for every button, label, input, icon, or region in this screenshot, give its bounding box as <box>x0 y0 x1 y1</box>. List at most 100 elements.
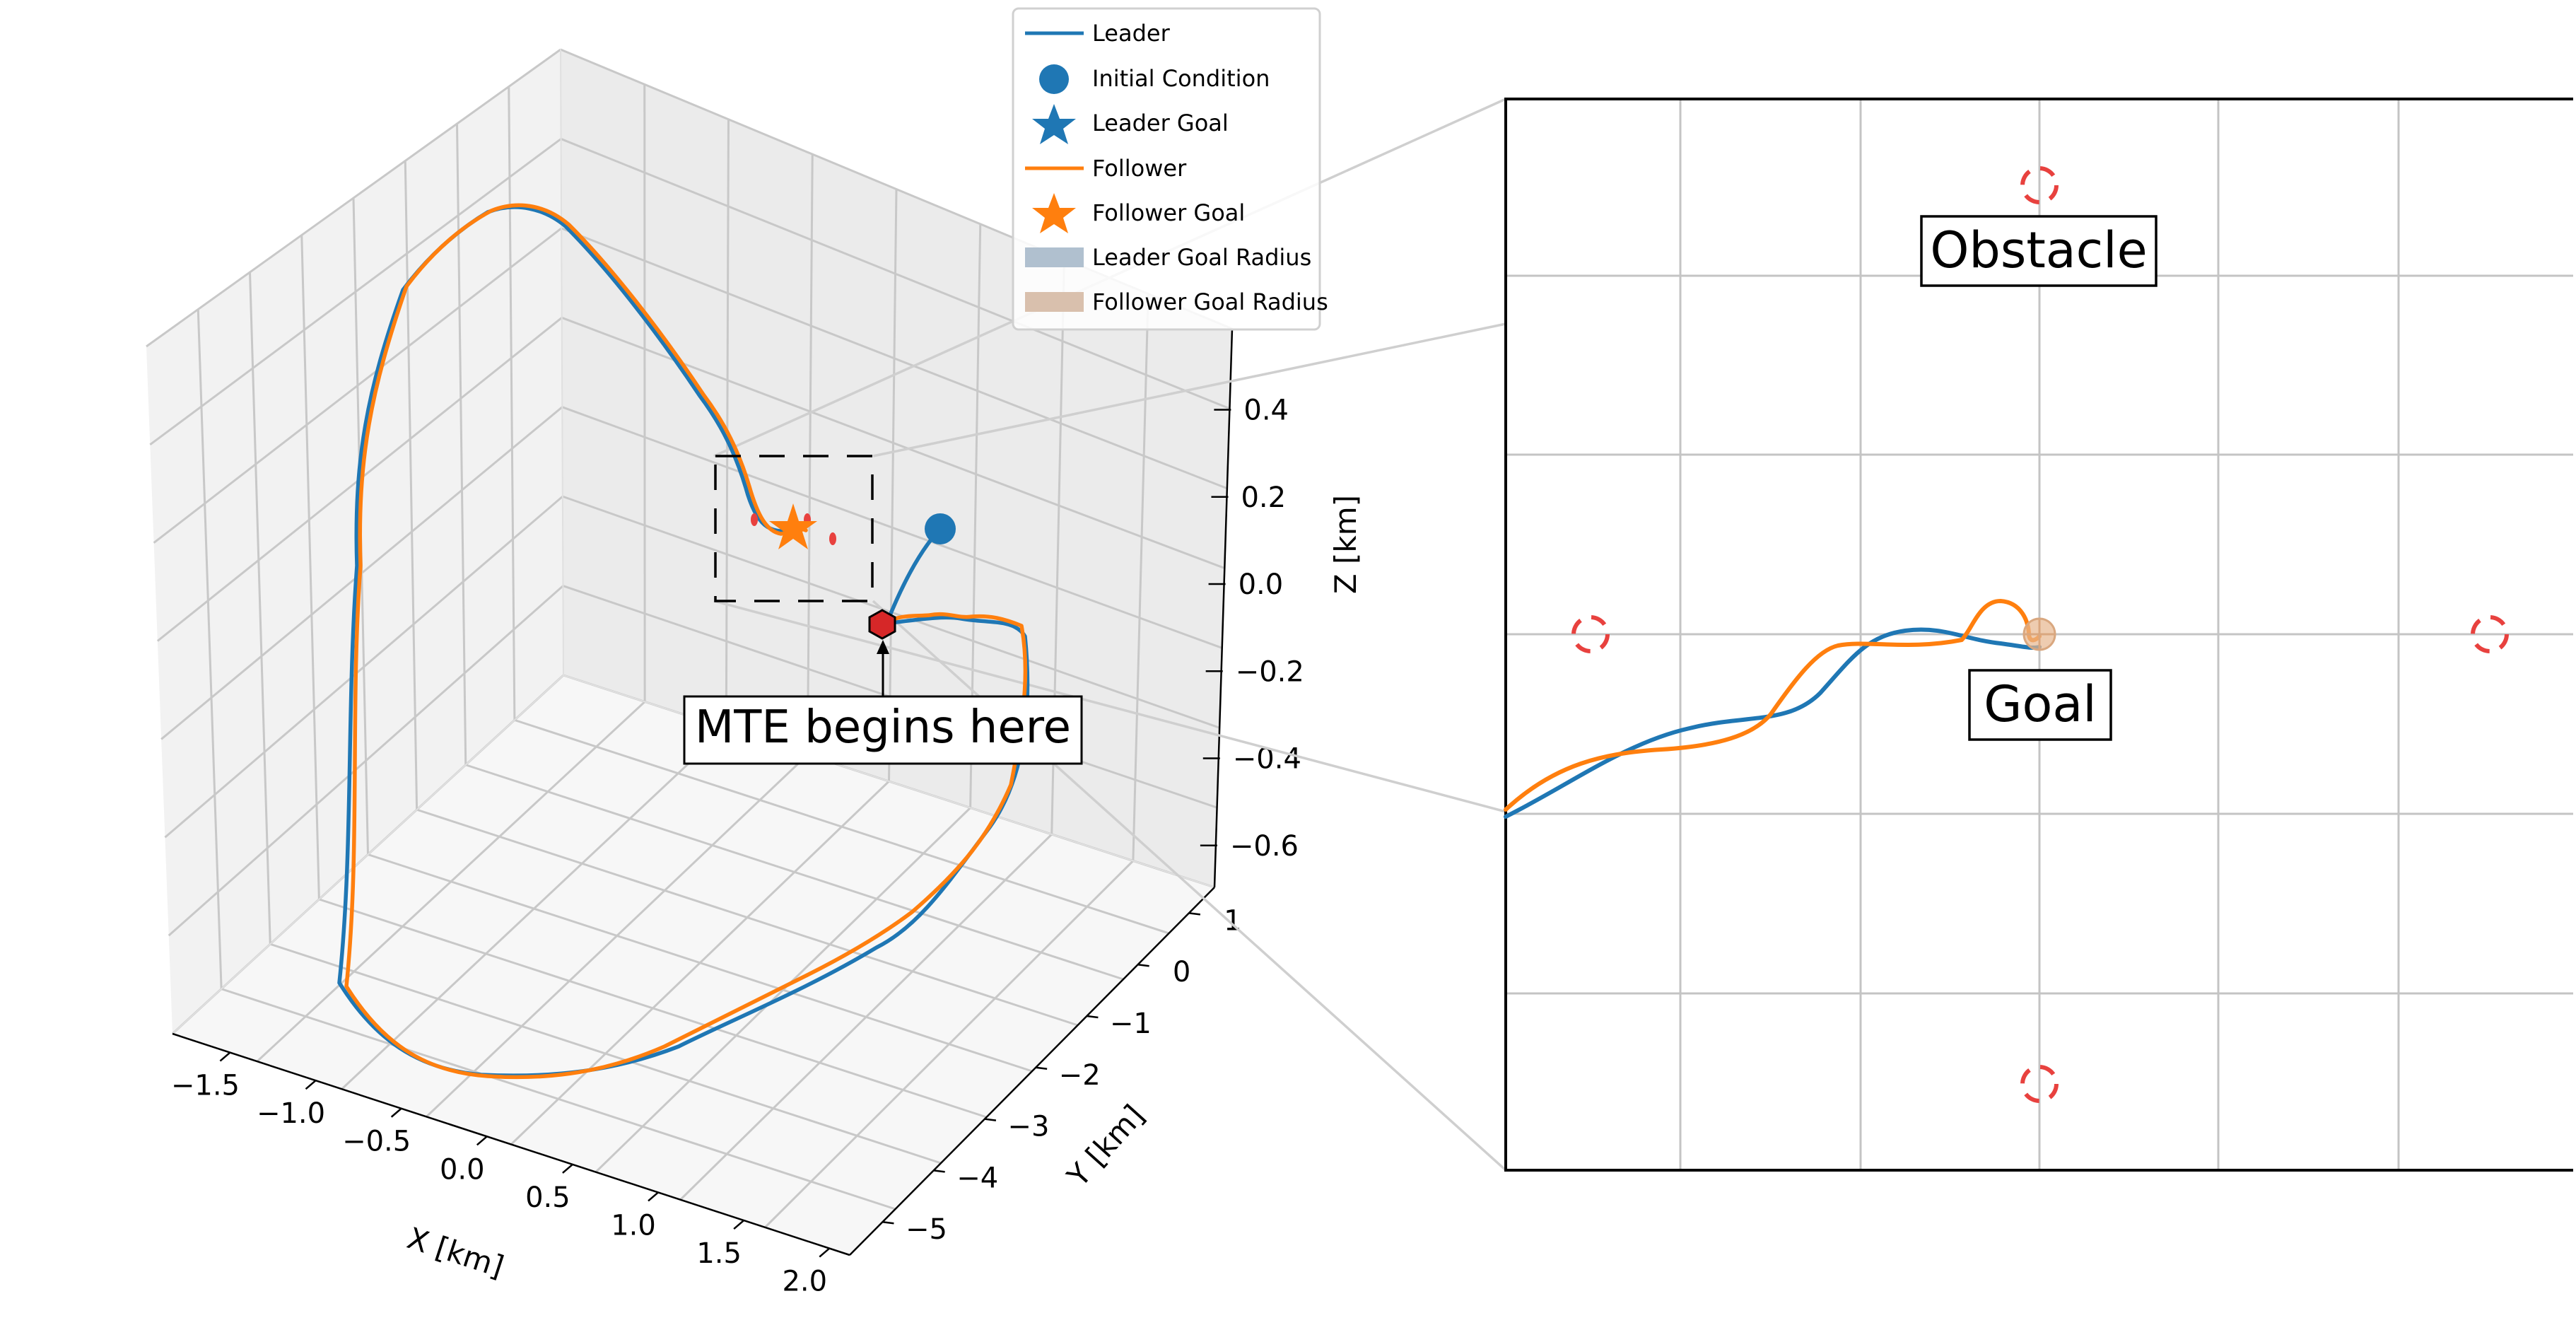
x-tick <box>562 1163 573 1174</box>
legend-follower-label: Follower <box>1092 155 1187 182</box>
legend-leader-goal-radius-swatch <box>1025 247 1084 267</box>
x-tick-label: −1.5 <box>171 1070 240 1102</box>
grid-line-x <box>256 701 646 1063</box>
legend-entry-leader-goal: Leader Goal <box>1032 104 1229 144</box>
inset-goal-marker <box>2022 617 2056 651</box>
y-tick-label: 1 <box>1224 904 1241 937</box>
axis-x: −1.5 −1.0 −0.5 0.0 0.5 1.0 1.5 2.0 X [km] <box>171 1032 850 1298</box>
obstacle-label-box <box>1920 215 2158 287</box>
grid-line-x <box>888 189 898 782</box>
legend-follower-goal-swatch <box>1032 193 1076 233</box>
legend-entry-leader-goal-radius: Leader Goal Radius <box>1025 244 1311 271</box>
y-axis-label: Y [km] <box>1060 1098 1152 1194</box>
legend-initial-condition-label: Initial Condition <box>1092 65 1270 92</box>
grid-line-x <box>764 860 1134 1228</box>
initial-condition-marker <box>925 513 956 544</box>
goal-label-text: Goal <box>1984 675 2096 733</box>
z-axis-label: Z [km] <box>1328 495 1363 594</box>
legend-leader-label: Leader <box>1092 20 1171 47</box>
connector-3 <box>713 600 1506 813</box>
y-tick <box>1137 963 1149 967</box>
obstacle-top <box>2020 166 2059 204</box>
obstacle-dot <box>751 513 758 526</box>
legend-leader-goal-radius-label: Leader Goal Radius <box>1092 244 1311 271</box>
goal-label-box <box>1968 669 2112 741</box>
inset-frame <box>1504 98 2573 1172</box>
legend-entry-follower: Follower <box>1025 155 1187 182</box>
y-tick-label: 0 <box>1173 956 1190 988</box>
y-tick-label: −5 <box>906 1213 947 1246</box>
z-tick-label: −0.6 <box>1230 830 1299 863</box>
legend-leader-goal-label: Leader Goal <box>1092 110 1229 136</box>
grid-line-x <box>725 119 730 729</box>
x-tick <box>219 1051 231 1062</box>
obstacle-left <box>1571 615 1610 653</box>
x-tick-label: 2.0 <box>782 1266 827 1298</box>
obstacle-dot <box>829 532 836 545</box>
y-tick <box>933 1169 945 1173</box>
z-tick-label: 0.2 <box>1241 482 1286 514</box>
legend-entry-follower-goal-radius: Follower Goal Radius <box>1025 288 1328 315</box>
x-tick-label: −1.0 <box>257 1097 325 1130</box>
y-tick-label: −2 <box>1059 1059 1101 1092</box>
obstacle-right <box>2471 615 2509 653</box>
z-tick-group: 0.40.20.0−0.2−0.4−0.6 <box>1200 395 1304 863</box>
grid-line-x <box>595 807 971 1173</box>
legend-follower-goal-label: Follower Goal <box>1092 199 1245 226</box>
legend-entry-initial-condition: Initial Condition <box>1039 64 1270 94</box>
z-tick-label: 0.4 <box>1243 395 1289 427</box>
legend-entry-leader: Leader <box>1025 20 1171 47</box>
y-tick-group: 1 0 −1 −2 −3 −4 −5 <box>882 904 1242 1246</box>
grid-line-y <box>249 272 271 945</box>
grid-line-x <box>806 154 814 755</box>
x-tick <box>733 1220 744 1230</box>
inset-panel: Obstacle Goal <box>1504 98 2573 1172</box>
y-tick <box>882 1220 894 1225</box>
grid-line-y <box>300 235 320 899</box>
grid-line-y <box>404 161 418 810</box>
grid-line-x <box>426 754 809 1118</box>
legend-leader-goal-swatch <box>1032 104 1076 144</box>
z-tick-label: 0.0 <box>1239 568 1284 601</box>
x-tick <box>648 1191 659 1202</box>
x-tick-group: −1.5 −1.0 −0.5 0.0 0.5 1.0 1.5 2.0 <box>171 1051 831 1298</box>
inset-follower-line <box>1504 598 2042 812</box>
mte-annotation: MTE begins here <box>683 640 1083 765</box>
legend-initial-condition-swatch <box>1039 64 1069 94</box>
annotation-box <box>683 695 1083 765</box>
legend: Leader Initial Condition Leader Goal Fol… <box>1012 7 1328 331</box>
x-tick-label: −0.5 <box>342 1126 411 1158</box>
grid-line-x <box>679 833 1053 1201</box>
connector-2 <box>872 322 1506 457</box>
legend-follower-goal-radius-swatch <box>1025 292 1084 312</box>
y-tick-label: −4 <box>956 1162 998 1194</box>
x-tick-label: 0.5 <box>525 1181 570 1214</box>
x-tick <box>476 1136 488 1146</box>
annotation-text: MTE begins here <box>695 701 1071 754</box>
y-tick <box>1036 1066 1048 1070</box>
y-tick <box>984 1118 997 1121</box>
grid-line-x <box>510 780 890 1145</box>
goal-label: Goal <box>1968 669 2112 741</box>
inset-trajectories <box>1504 598 2042 819</box>
y-tick-label: −1 <box>1110 1008 1152 1040</box>
x-tick-label: 1.0 <box>611 1209 656 1242</box>
x-tick <box>819 1247 831 1258</box>
x-axis-line <box>172 1032 850 1256</box>
grid-line-y <box>508 86 516 720</box>
x-tick <box>390 1107 402 1118</box>
obstacle-label: Obstacle <box>1920 215 2158 287</box>
y-tick-label: −3 <box>1007 1111 1049 1143</box>
z-tick-label: −0.2 <box>1236 655 1304 688</box>
axis-z: 0.40.20.0−0.2−0.4−0.6 Z [km] <box>1200 328 1363 888</box>
zoom-region-box <box>714 455 874 602</box>
y-tick <box>1188 912 1201 916</box>
y-axis-line <box>849 887 1215 1256</box>
obstacle-label-text: Obstacle <box>1930 221 2147 279</box>
y-tick <box>1087 1015 1099 1019</box>
annotation-arrow-head <box>877 640 889 654</box>
x-axis-label: X [km] <box>403 1220 508 1284</box>
pane-edges <box>172 49 1215 1034</box>
mte-start-marker <box>868 609 896 640</box>
